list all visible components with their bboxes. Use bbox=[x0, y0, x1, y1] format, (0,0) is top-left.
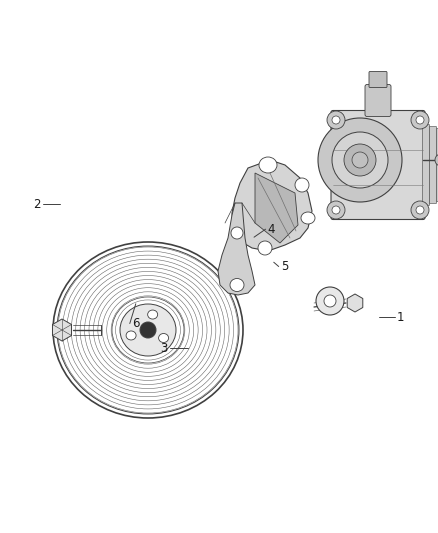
Circle shape bbox=[318, 118, 402, 202]
Polygon shape bbox=[347, 294, 363, 312]
Circle shape bbox=[416, 116, 424, 124]
Ellipse shape bbox=[159, 334, 169, 343]
Ellipse shape bbox=[120, 304, 176, 356]
Circle shape bbox=[411, 201, 429, 219]
Ellipse shape bbox=[258, 241, 272, 255]
Circle shape bbox=[332, 206, 340, 214]
FancyBboxPatch shape bbox=[331, 110, 425, 220]
Text: 4: 4 bbox=[268, 223, 276, 236]
Polygon shape bbox=[255, 173, 298, 243]
Ellipse shape bbox=[231, 227, 243, 239]
Text: 3: 3 bbox=[161, 342, 168, 354]
Ellipse shape bbox=[126, 331, 136, 340]
Circle shape bbox=[324, 295, 336, 307]
Circle shape bbox=[332, 132, 388, 188]
Circle shape bbox=[352, 152, 368, 168]
Circle shape bbox=[327, 111, 345, 129]
Circle shape bbox=[435, 154, 438, 166]
Circle shape bbox=[416, 206, 424, 214]
Polygon shape bbox=[232, 160, 312, 251]
Circle shape bbox=[344, 144, 376, 176]
Ellipse shape bbox=[230, 279, 244, 292]
Text: 6: 6 bbox=[132, 317, 140, 330]
FancyBboxPatch shape bbox=[423, 125, 430, 206]
Polygon shape bbox=[53, 319, 71, 341]
FancyBboxPatch shape bbox=[369, 71, 387, 87]
Circle shape bbox=[411, 111, 429, 129]
Text: 5: 5 bbox=[281, 260, 288, 273]
FancyBboxPatch shape bbox=[437, 128, 438, 201]
Circle shape bbox=[332, 116, 340, 124]
Ellipse shape bbox=[148, 310, 158, 319]
Ellipse shape bbox=[301, 212, 315, 224]
FancyBboxPatch shape bbox=[365, 85, 391, 117]
Ellipse shape bbox=[259, 157, 277, 173]
Circle shape bbox=[140, 322, 156, 338]
Circle shape bbox=[327, 201, 345, 219]
Text: 1: 1 bbox=[397, 311, 405, 324]
Text: 2: 2 bbox=[33, 198, 41, 211]
Circle shape bbox=[316, 287, 344, 315]
Polygon shape bbox=[218, 203, 255, 295]
FancyBboxPatch shape bbox=[430, 126, 437, 204]
Ellipse shape bbox=[295, 178, 309, 192]
